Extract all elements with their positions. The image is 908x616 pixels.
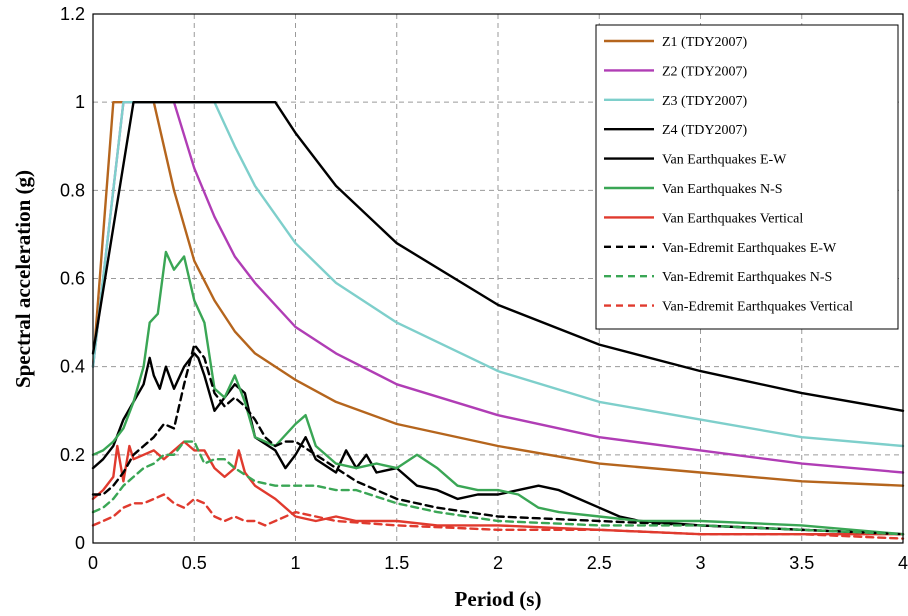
legend-label-4: Z4 (TDY2007) [662,123,747,138]
x-tick-label: 3 [695,553,705,573]
series-line-8 [91,343,905,536]
y-tick-label: 0.8 [60,180,85,200]
series-lines [91,100,905,540]
tick-labels: 0 0.5 1 1.5 2 2.5 3 3.5 4 0 0.2 0.4 0.6 0.8 1 1.2 [60,4,908,573]
legend-label-3: Z3 (TDY2007) [662,94,747,109]
x-tick-label: 4 [898,553,908,573]
y-tick-label: 1.2 [60,4,85,24]
x-tick-label: 2.5 [587,553,612,573]
y-tick-label: 0 [75,533,85,553]
series-line-7 [91,440,905,536]
y-axis-title: Spectral acceleration (g) [11,170,35,388]
y-tick-label: 0.6 [60,269,85,289]
series-line-9 [91,440,905,536]
series-line-10 [91,493,905,540]
legend-label-10: Van-Edremit Earthquakes Vertical [662,300,853,315]
series-line-4 [91,100,905,412]
legend-label-8: Van-Edremit Earthquakes E-W [662,241,837,256]
series-line-2 [91,100,905,474]
legend-label-6: Van Earthquakes N-S [662,182,783,197]
y-tick-label: 1 [75,92,85,112]
legend-box [595,24,899,330]
series-line-5 [91,352,905,536]
legend-label-1: Z1 (TDY2007) [662,35,747,50]
legend-label-2: Z2 (TDY2007) [662,64,747,79]
series-line-6 [91,250,905,536]
x-tick-label: 1.5 [384,553,409,573]
series-line-1 [91,100,905,487]
plot-frame [92,13,904,544]
x-tick-label: 0.5 [182,553,207,573]
x-tick-label: 2 [493,553,503,573]
legend-label-9: Van-Edremit Earthquakes N-S [662,270,832,285]
legend-label-5: Van Earthquakes E-W [662,153,787,168]
x-tick-label: 3.5 [789,553,814,573]
y-tick-label: 0.2 [60,445,85,465]
x-axis-title: Period (s) [455,587,542,611]
legend: Z1 (TDY2007) Z2 (TDY2007) Z3 (TDY2007) Z4 (… [595,24,899,330]
legend-label-7: Van Earthquakes Vertical [662,211,803,226]
x-tick-label: 1 [290,553,300,573]
y-tick-label: 0.4 [60,357,85,377]
x-tick-label: 0 [88,553,98,573]
